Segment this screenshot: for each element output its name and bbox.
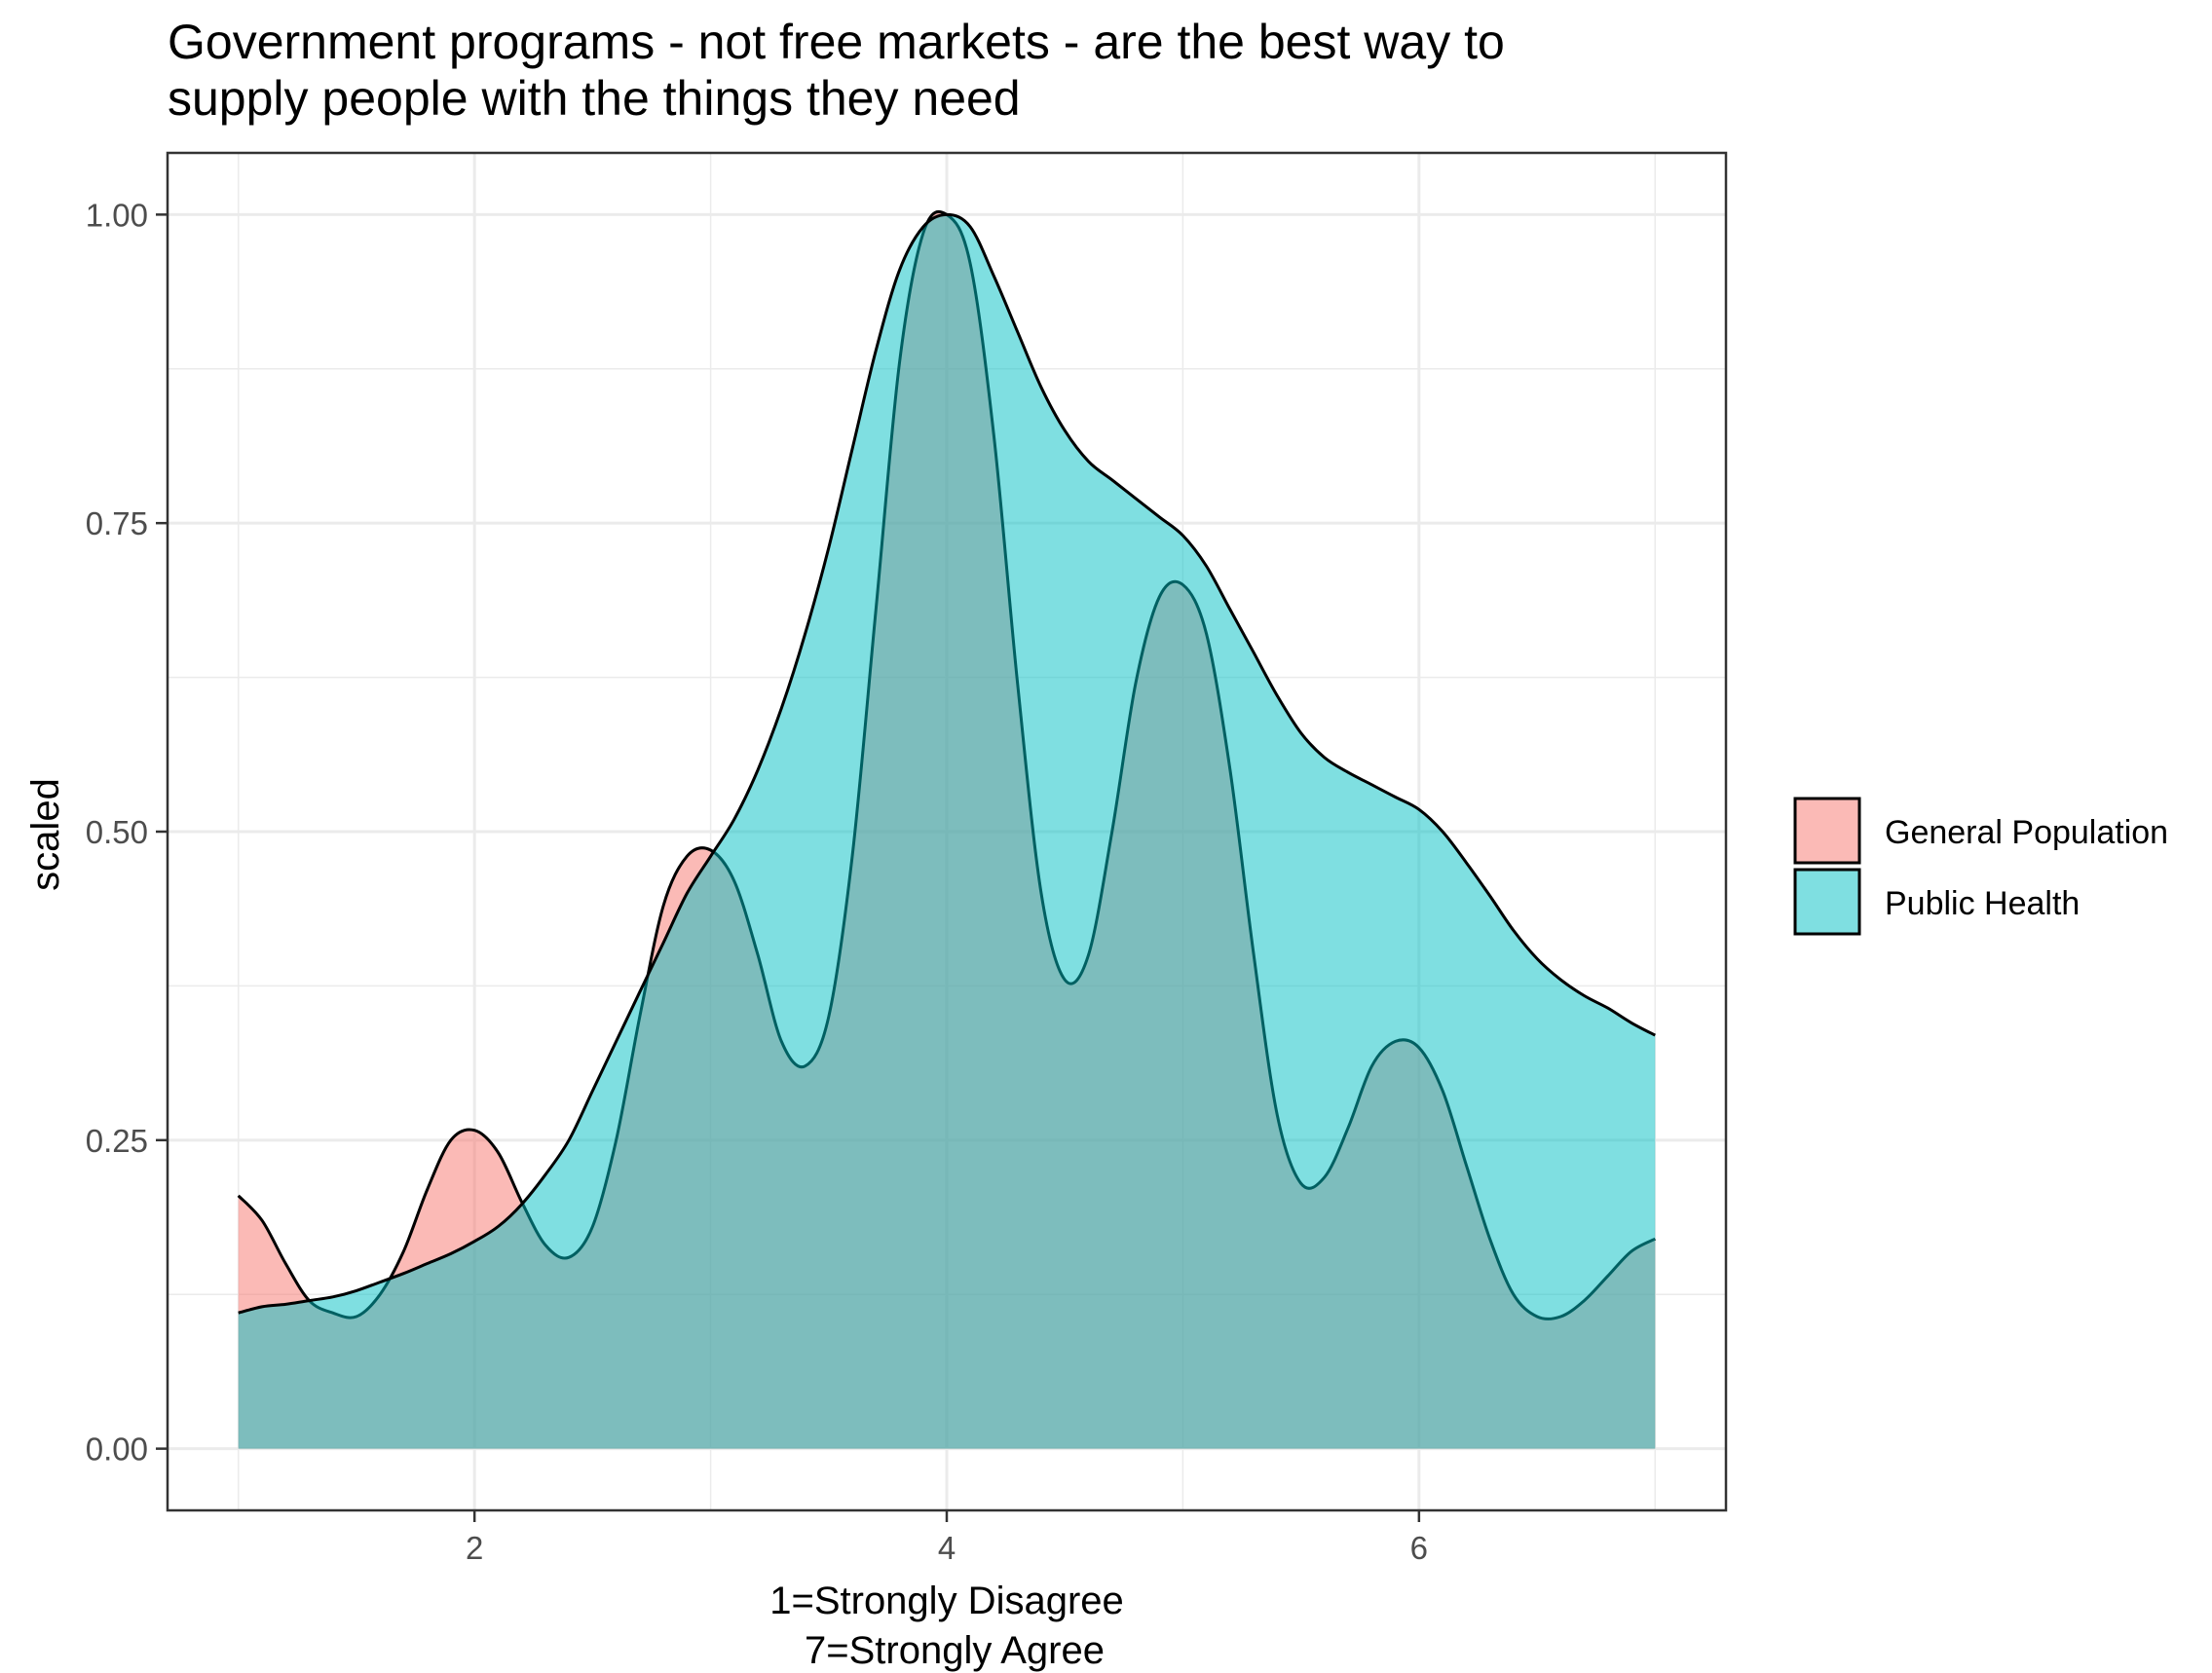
legend-key-general-population bbox=[1793, 797, 1861, 865]
legend-label-public-health: Public Health bbox=[1885, 885, 2080, 922]
y-tick-label: 0.00 bbox=[86, 1431, 148, 1468]
y-tick-label: 1.00 bbox=[86, 197, 148, 233]
legend-key-public-health bbox=[1793, 868, 1861, 936]
chart-title: Government programs - not free markets -… bbox=[168, 15, 1505, 126]
x-tick-label: 2 bbox=[466, 1530, 483, 1566]
y-tick-label: 0.75 bbox=[86, 505, 148, 541]
x-axis-title-line-1: 1=Strongly Disagree bbox=[769, 1580, 1124, 1622]
x-tick-label: 6 bbox=[1410, 1530, 1428, 1566]
axes: 0.00 0.25 0.50 0.75 1.00 2 4 6 bbox=[86, 197, 1428, 1566]
legend: General Population Public Health bbox=[1793, 797, 2168, 936]
x-axis-title-line-2: 7=Strongly Agree bbox=[805, 1629, 1105, 1672]
legend-label-general-population: General Population bbox=[1885, 814, 2168, 851]
density-fill-public-health bbox=[238, 214, 1656, 1449]
density-outline-public-health bbox=[238, 212, 1656, 1315]
y-tick-label: 0.50 bbox=[86, 814, 148, 850]
density-areas bbox=[237, 209, 1656, 1449]
x-tick-label: 4 bbox=[938, 1530, 956, 1566]
y-tick-label: 0.25 bbox=[86, 1123, 148, 1159]
y-axis-title: scaled bbox=[24, 778, 67, 891]
